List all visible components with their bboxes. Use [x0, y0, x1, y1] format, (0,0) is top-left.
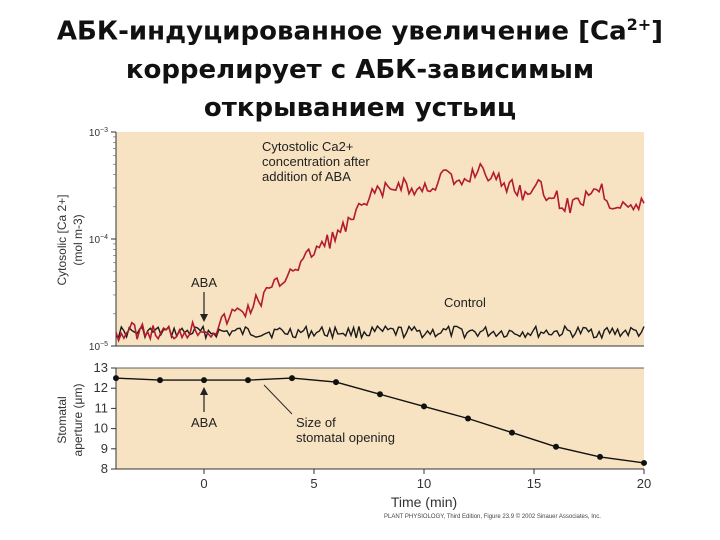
title-line-3: открыванием устьиц — [203, 92, 517, 123]
stomatal-series-label: Size of — [296, 415, 336, 430]
stomatal-data-point — [289, 375, 295, 382]
stomatal-data-point — [333, 379, 339, 386]
stomatal-series-label: stomatal opening — [296, 430, 395, 445]
x-tick-label: 15 — [527, 476, 541, 491]
stomatal-data-point — [201, 377, 207, 384]
stomatal-label-leader — [263, 384, 293, 415]
title-line-1-bracket: ] — [651, 16, 664, 47]
bottom-aba-arrow-head — [200, 387, 208, 395]
title-line-1: АБК-индуцированное увеличение [Ca2+] — [10, 6, 710, 51]
x-tick-label: 0 — [200, 476, 207, 491]
stomatal-data-point — [157, 377, 163, 384]
title-line-1-main: АБК-индуцированное увеличение [Ca — [56, 16, 627, 47]
aba-series-line — [115, 161, 645, 343]
title-superscript: 2+ — [626, 15, 652, 34]
figure-credit: PLANT PHYSIOLOGY, Third Edition, Figure … — [384, 514, 601, 520]
title-line-2: коррелирует с АБК-зависимым — [125, 54, 595, 85]
stomatal-data-point — [553, 443, 559, 450]
top-y-tick-label: 10−5 — [89, 341, 108, 353]
bottom-y-tick-label: 8 — [101, 461, 108, 476]
stomatal-data-point — [421, 403, 427, 410]
stomatal-data-point — [641, 459, 647, 466]
aba-series-label: concentration after — [262, 154, 370, 169]
x-tick-label: 10 — [417, 476, 431, 491]
bottom-y-tick-label: 10 — [94, 421, 108, 436]
aba-series-label: Cytostolic Ca2+ — [262, 139, 353, 154]
x-axis-label: Time (min) — [391, 494, 457, 510]
stomatal-data-point — [509, 429, 515, 436]
stomatal-data-point — [597, 453, 603, 460]
bottom-y-tick-label: 13 — [94, 360, 108, 375]
stomatal-data-point — [377, 391, 383, 398]
top-y-tick-label: 10−4 — [89, 234, 108, 246]
control-series-label: Control — [444, 295, 486, 310]
stomatal-data-point — [465, 415, 471, 422]
aba-series-label: addition of ABA — [262, 169, 351, 184]
bottom-panel-background — [116, 368, 644, 469]
bottom-y-tick-label: 12 — [94, 380, 108, 395]
bottom-y-tick-label: 11 — [95, 400, 109, 415]
top-aba-annotation: ABA — [191, 275, 217, 290]
top-y-axis-label: Cytosolic [Ca 2+] — [55, 194, 69, 285]
bottom-aba-annotation: ABA — [191, 415, 217, 430]
stomatal-data-point — [113, 375, 119, 382]
x-tick-label: 20 — [637, 476, 651, 491]
control-series-line — [115, 324, 645, 341]
x-tick-label: 5 — [310, 476, 317, 491]
top-y-tick-label: 10−3 — [89, 127, 108, 139]
top-y-axis-label: (mol m-3) — [71, 214, 85, 265]
bottom-y-axis-label: Stomatal — [55, 396, 69, 443]
bottom-y-tick-label: 9 — [101, 441, 108, 456]
top-aba-arrow-head — [200, 314, 208, 322]
bottom-y-axis-label: aperture (μm) — [71, 384, 85, 457]
slide-title: АБК-индуцированное увеличение [Ca2+] кор… — [10, 6, 710, 127]
top-panel-background — [116, 132, 644, 346]
stomatal-data-point — [245, 377, 251, 384]
